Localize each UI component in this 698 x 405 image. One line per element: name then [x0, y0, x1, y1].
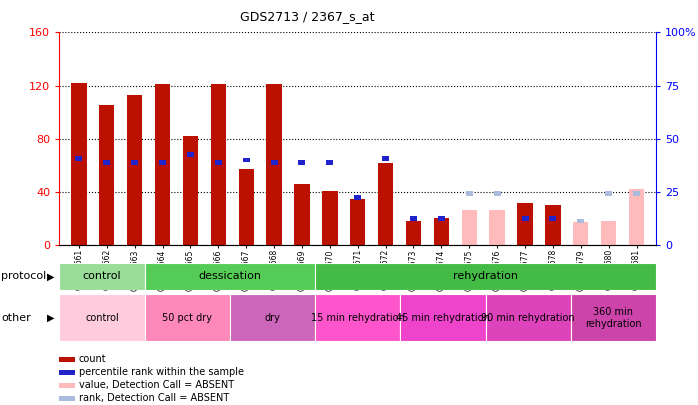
Bar [521, 216, 528, 221]
Bar [75, 156, 82, 161]
Bar [549, 216, 556, 221]
Text: ▶: ▶ [47, 313, 54, 323]
Text: percentile rank within the sample: percentile rank within the sample [79, 367, 244, 377]
Text: control: control [85, 313, 119, 323]
Text: 50 pct dry: 50 pct dry [162, 313, 212, 323]
Bar [629, 189, 644, 245]
Bar [433, 218, 449, 245]
Bar [315, 263, 656, 290]
Text: GDS2713 / 2367_s_at: GDS2713 / 2367_s_at [240, 10, 374, 23]
Text: 15 min rehydration: 15 min rehydration [311, 313, 405, 323]
Bar [438, 216, 445, 221]
Bar [127, 95, 142, 245]
Text: value, Detection Call = ABSENT: value, Detection Call = ABSENT [79, 380, 234, 390]
Bar [131, 160, 138, 165]
Bar [355, 195, 361, 200]
Bar [633, 191, 640, 196]
Bar [243, 158, 250, 162]
Bar [406, 221, 421, 245]
Bar [230, 294, 315, 341]
Bar [466, 191, 473, 196]
Bar [410, 216, 417, 221]
Bar [489, 211, 505, 245]
Bar [493, 191, 500, 196]
Bar [144, 294, 230, 341]
Bar [383, 156, 389, 161]
Bar [267, 84, 282, 245]
Bar [299, 160, 306, 165]
Text: dry: dry [265, 313, 281, 323]
Text: ▶: ▶ [47, 271, 54, 281]
Bar [350, 198, 365, 245]
Bar [601, 221, 616, 245]
Bar [211, 84, 226, 245]
Text: rank, Detection Call = ABSENT: rank, Detection Call = ABSENT [79, 393, 229, 403]
Bar [295, 184, 310, 245]
Bar [571, 294, 656, 341]
Bar [486, 294, 571, 341]
Bar [322, 190, 338, 245]
Bar [59, 294, 144, 341]
Bar [155, 84, 170, 245]
Text: 360 min
rehydration: 360 min rehydration [585, 307, 641, 328]
Bar [573, 222, 588, 245]
Text: 45 min rehydration: 45 min rehydration [396, 313, 490, 323]
Bar [315, 294, 401, 341]
Bar [401, 294, 486, 341]
Text: protocol: protocol [1, 271, 47, 281]
Text: rehydration: rehydration [453, 271, 518, 281]
Bar [59, 263, 144, 290]
Bar [605, 191, 612, 196]
Bar [461, 211, 477, 245]
Bar [71, 83, 87, 245]
Text: dessication: dessication [198, 271, 261, 281]
Text: control: control [82, 271, 121, 281]
Bar [239, 169, 254, 245]
Bar [378, 163, 393, 245]
Bar [159, 160, 166, 165]
Bar [103, 160, 110, 165]
Bar [183, 136, 198, 245]
Bar [327, 160, 333, 165]
Text: count: count [79, 354, 107, 364]
Text: 90 min rehydration: 90 min rehydration [482, 313, 575, 323]
Bar [99, 105, 114, 245]
Bar [545, 205, 560, 245]
Bar [517, 202, 533, 245]
Bar [271, 160, 278, 165]
Bar [187, 152, 194, 157]
Bar [215, 160, 222, 165]
Bar [144, 263, 315, 290]
Bar [577, 219, 584, 224]
Text: other: other [1, 313, 31, 323]
